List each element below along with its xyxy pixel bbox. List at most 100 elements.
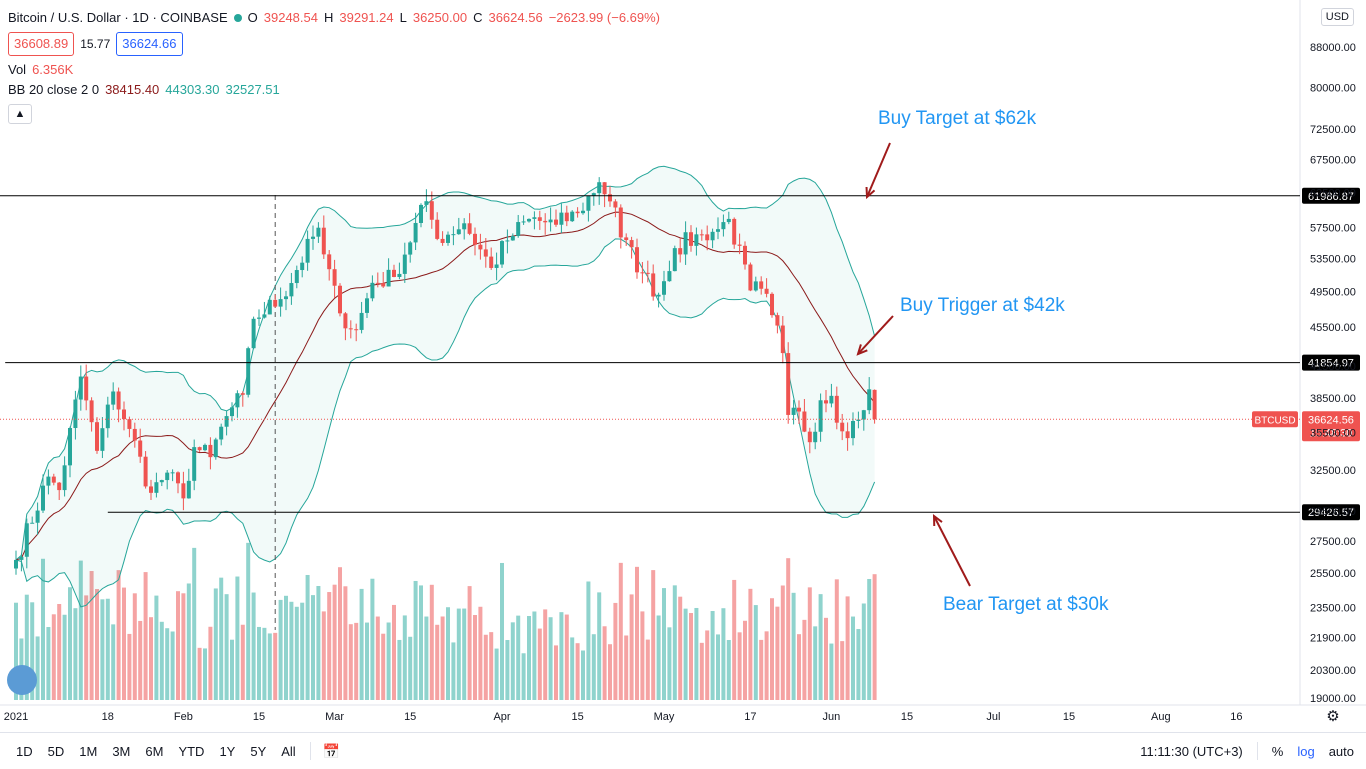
candle-body bbox=[840, 422, 845, 432]
auto-toggle[interactable]: auto bbox=[1328, 743, 1354, 759]
candle-body bbox=[483, 249, 488, 257]
annotation-label: Buy Trigger at $42k bbox=[900, 295, 1065, 316]
candle-body bbox=[770, 293, 774, 316]
volume-bar bbox=[721, 608, 726, 700]
candle-body bbox=[338, 285, 342, 314]
annotation-arrow bbox=[933, 515, 971, 587]
calendar-range-icon[interactable]: 📅 bbox=[322, 742, 341, 759]
buy-price-button[interactable]: 36624.66 bbox=[116, 32, 183, 56]
candle-body bbox=[672, 248, 677, 272]
candle-body bbox=[159, 480, 164, 483]
candle-body bbox=[419, 204, 423, 223]
candle-body bbox=[624, 237, 629, 241]
candle-body bbox=[127, 419, 132, 429]
volume-bar bbox=[62, 614, 67, 700]
candle-body bbox=[219, 426, 224, 440]
candle-body bbox=[402, 254, 407, 274]
volume-bar bbox=[840, 641, 845, 700]
candle-body bbox=[73, 399, 78, 428]
volume-bar bbox=[564, 614, 569, 700]
candle-body bbox=[208, 444, 213, 458]
candle-body bbox=[591, 193, 596, 196]
candle-body bbox=[316, 227, 321, 237]
candle-body bbox=[818, 400, 823, 432]
candle-body bbox=[35, 510, 40, 523]
volume-bar bbox=[586, 581, 591, 700]
sell-price-button[interactable]: 36608.89 bbox=[8, 32, 75, 56]
candle-body bbox=[645, 272, 650, 274]
ohlc-high-label: H bbox=[323, 10, 334, 25]
candle-body bbox=[662, 281, 666, 295]
bollinger-basis-line bbox=[15, 211, 875, 561]
volume-bar bbox=[494, 648, 499, 700]
timeframe-3m[interactable]: 3M bbox=[112, 743, 131, 759]
candle-body bbox=[19, 556, 24, 560]
candles bbox=[14, 177, 877, 575]
volume-bars bbox=[14, 542, 877, 700]
ohlc-change: −2623.99 (−6.69%) bbox=[548, 10, 661, 25]
volume-bar bbox=[510, 622, 515, 700]
timeframe-all[interactable]: All bbox=[281, 743, 296, 759]
volume-bar bbox=[764, 631, 769, 700]
candle-body bbox=[764, 288, 769, 294]
volume-bar bbox=[478, 606, 483, 700]
bollinger-lower-line bbox=[15, 238, 876, 608]
candle-body bbox=[440, 238, 445, 243]
volume-bar bbox=[127, 633, 132, 700]
candle-body bbox=[370, 282, 375, 299]
candle-body bbox=[710, 231, 715, 241]
candle-body bbox=[375, 282, 380, 284]
candle-body bbox=[381, 283, 386, 287]
candle-body bbox=[213, 439, 218, 458]
annotation-label: Buy Target at $62k bbox=[878, 108, 1037, 129]
volume-bar bbox=[807, 587, 812, 700]
time-axis-tick: 15 bbox=[404, 711, 416, 723]
volume-bar bbox=[824, 617, 828, 700]
volume-bar bbox=[354, 622, 359, 700]
volume-bar bbox=[24, 594, 29, 700]
clock-time[interactable]: 11:11:30 (UTC+3) bbox=[1140, 743, 1243, 759]
bollinger-legend[interactable]: BB 20 close 2 0 38415.40 44303.30 32527.… bbox=[8, 80, 660, 100]
timeframe-1y[interactable]: 1Y bbox=[219, 743, 236, 759]
volume-bar bbox=[629, 594, 634, 700]
volume-bar bbox=[678, 596, 683, 700]
volume-bar bbox=[829, 643, 834, 700]
candle-body bbox=[861, 410, 866, 420]
timeframe-5y[interactable]: 5Y bbox=[250, 743, 267, 759]
ohlc-open-label: O bbox=[247, 10, 258, 25]
volume-bar bbox=[138, 620, 143, 700]
volume-bar bbox=[456, 608, 461, 700]
volume-bar bbox=[246, 542, 251, 700]
chart-legend: Bitcoin / U.S. Dollar · 1D · COINBASE O 3… bbox=[8, 8, 660, 124]
currency-button[interactable]: USD bbox=[1320, 8, 1354, 26]
volume-bar bbox=[872, 574, 877, 700]
volume-bar bbox=[413, 580, 418, 700]
percent-toggle[interactable]: % bbox=[1271, 743, 1284, 759]
candle-body bbox=[813, 431, 818, 443]
timeframe-1m[interactable]: 1M bbox=[79, 743, 98, 759]
price-axis-tick: 35500.00 bbox=[1310, 428, 1356, 440]
volume-bar bbox=[743, 620, 747, 700]
candle-body bbox=[122, 409, 126, 420]
timeframe-5d[interactable]: 5D bbox=[47, 743, 65, 759]
candle-body bbox=[478, 244, 483, 250]
symbol-title[interactable]: Bitcoin / U.S. Dollar · 1D · COINBASE bbox=[8, 10, 228, 25]
volume-bar bbox=[770, 598, 774, 700]
volume-bar bbox=[219, 577, 224, 700]
candle-body bbox=[289, 283, 294, 297]
timeframe-6m[interactable]: 6M bbox=[145, 743, 164, 759]
timeframe-ytd[interactable]: YTD bbox=[178, 743, 205, 759]
volume-legend[interactable]: Vol 6.356K bbox=[8, 60, 660, 80]
candle-body bbox=[705, 234, 710, 241]
time-axis-tick: 17 bbox=[744, 711, 756, 723]
gear-icon[interactable]: ⚙ bbox=[1326, 708, 1339, 725]
candle-body bbox=[451, 234, 456, 236]
log-toggle[interactable]: log bbox=[1297, 743, 1315, 759]
current-price-tag bbox=[1302, 411, 1360, 442]
candle-body bbox=[246, 348, 251, 395]
chevron-up-icon[interactable]: ▲ bbox=[8, 104, 32, 124]
timeframe-1d[interactable]: 1D bbox=[16, 743, 33, 759]
candle-body bbox=[278, 299, 283, 307]
